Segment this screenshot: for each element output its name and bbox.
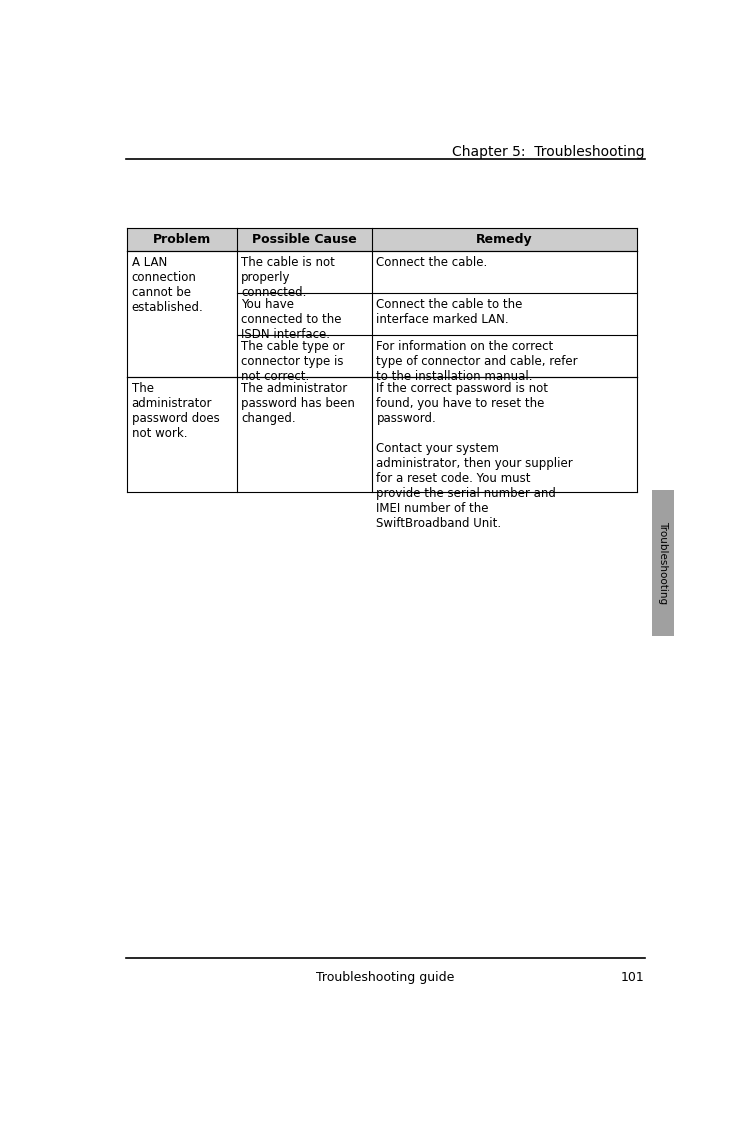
Text: Remedy: Remedy [476, 233, 533, 246]
Text: For information on the correct
type of connector and cable, refer
to the install: For information on the correct type of c… [376, 340, 578, 383]
Text: 101: 101 [621, 971, 645, 984]
Text: If the correct password is not
found, you have to reset the
password.

Contact y: If the correct password is not found, yo… [376, 382, 573, 530]
Text: The administrator
password has been
changed.: The administrator password has been chan… [241, 382, 355, 425]
Bar [652, 489, 674, 636]
Text: Problem: Problem [153, 233, 211, 246]
Text: Troubleshooting guide: Troubleshooting guide [316, 971, 454, 984]
Text: The cable is not
properly
connected.: The cable is not properly connected. [241, 257, 335, 299]
Text: Troubleshooting: Troubleshooting [658, 521, 668, 605]
Text: The
administrator
password does
not work.: The administrator password does not work… [132, 382, 219, 441]
Text: Connect the cable to the
interface marked LAN.: Connect the cable to the interface marke… [376, 298, 523, 327]
Bar [127, 228, 637, 251]
Text: You have
connected to the
ISDN interface.: You have connected to the ISDN interface… [241, 298, 342, 341]
Bar [127, 251, 637, 377]
Bar [127, 377, 637, 492]
Text: Chapter 5:  Troubleshooting: Chapter 5: Troubleshooting [452, 145, 645, 159]
Text: A LAN
connection
cannot be
established.: A LAN connection cannot be established. [132, 257, 203, 314]
Text: Connect the cable.: Connect the cable. [376, 257, 488, 269]
Text: The cable type or
connector type is
not correct.: The cable type or connector type is not … [241, 340, 345, 383]
Text: Possible Cause: Possible Cause [252, 233, 357, 246]
